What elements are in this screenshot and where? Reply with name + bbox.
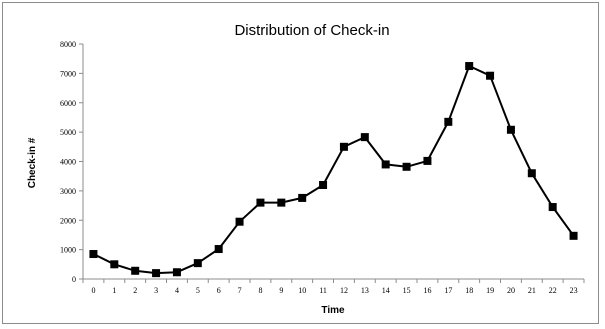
series-line (92, 65, 575, 275)
data-point (569, 231, 578, 240)
x-tick-label: 20 (507, 286, 515, 295)
x-tick-label: 0 (91, 286, 95, 295)
x-tick-label: 13 (361, 286, 369, 295)
data-point (444, 117, 453, 126)
y-tick-label: 7000 (60, 69, 76, 78)
data-point (319, 181, 328, 189)
x-tick-label: 2 (133, 286, 137, 295)
x-tick-label: 19 (486, 286, 494, 295)
data-point (235, 217, 244, 226)
data-point (527, 169, 536, 178)
x-tick-label: 15 (403, 286, 411, 295)
data-point (172, 268, 181, 277)
x-tick-label: 14 (382, 286, 390, 295)
data-point (402, 162, 411, 171)
x-tick-labels: 0 1 2 3 4 5 6 7 8 9 10 11 12 13 14 15 16 17 18 19 20 21 22 23 (82, 279, 585, 295)
x-tick-label: 6 (217, 286, 221, 295)
data-point (277, 198, 286, 207)
y-tick-label: 1000 (60, 246, 76, 255)
y-tick-label: 6000 (60, 99, 76, 108)
x-tick-label: 8 (258, 286, 262, 295)
x-tick-label: 9 (279, 286, 283, 295)
data-point (193, 259, 202, 268)
x-tick-label: 3 (154, 286, 158, 295)
x-tick-label: 23 (570, 286, 578, 295)
data-point (423, 156, 432, 165)
x-tick-label: 18 (465, 286, 473, 295)
data-point (506, 125, 515, 134)
y-tick-label: 8000 (60, 40, 76, 49)
series-line-group (92, 65, 575, 275)
data-point (465, 62, 474, 71)
y-tick-label: 3000 (60, 187, 76, 196)
y-tick-label: 5000 (60, 128, 76, 137)
data-point (339, 142, 348, 151)
data-point (548, 203, 557, 212)
chart-frame (2, 2, 599, 324)
data-point (381, 160, 390, 169)
y-tick-label: 2000 (60, 216, 76, 225)
x-tick-label: 11 (319, 286, 327, 295)
y-tick-labels: 0 1000 2000 3000 4000 5000 6000 7000 8000 (60, 40, 83, 284)
data-point (486, 71, 495, 80)
x-tick-label: 7 (238, 286, 242, 295)
data-point (256, 198, 265, 207)
x-tick-label: 5 (196, 286, 200, 295)
y-tick-label: 4000 (60, 158, 76, 167)
y-tick-label: 0 (72, 275, 76, 284)
x-tick-label: 22 (549, 286, 557, 295)
marker-group (89, 62, 578, 278)
y-axis-label: Check-in # (27, 137, 38, 188)
data-point (110, 260, 119, 269)
data-point (298, 193, 307, 202)
x-tick-label: 4 (175, 286, 179, 295)
data-point (152, 269, 161, 278)
x-tick-label: 10 (298, 286, 306, 295)
data-point (131, 266, 140, 275)
x-tick-label: 21 (528, 286, 536, 295)
axes (82, 44, 584, 280)
x-tick-label: 12 (340, 286, 348, 295)
data-point (360, 133, 369, 142)
x-tick-label: 16 (423, 286, 431, 295)
chart-title: Distribution of Check-in (234, 22, 389, 39)
data-point (214, 245, 223, 254)
x-tick-label: 1 (112, 286, 116, 295)
data-point (89, 250, 98, 259)
x-tick-label: 17 (444, 286, 452, 295)
x-axis-label: Time (321, 305, 345, 316)
